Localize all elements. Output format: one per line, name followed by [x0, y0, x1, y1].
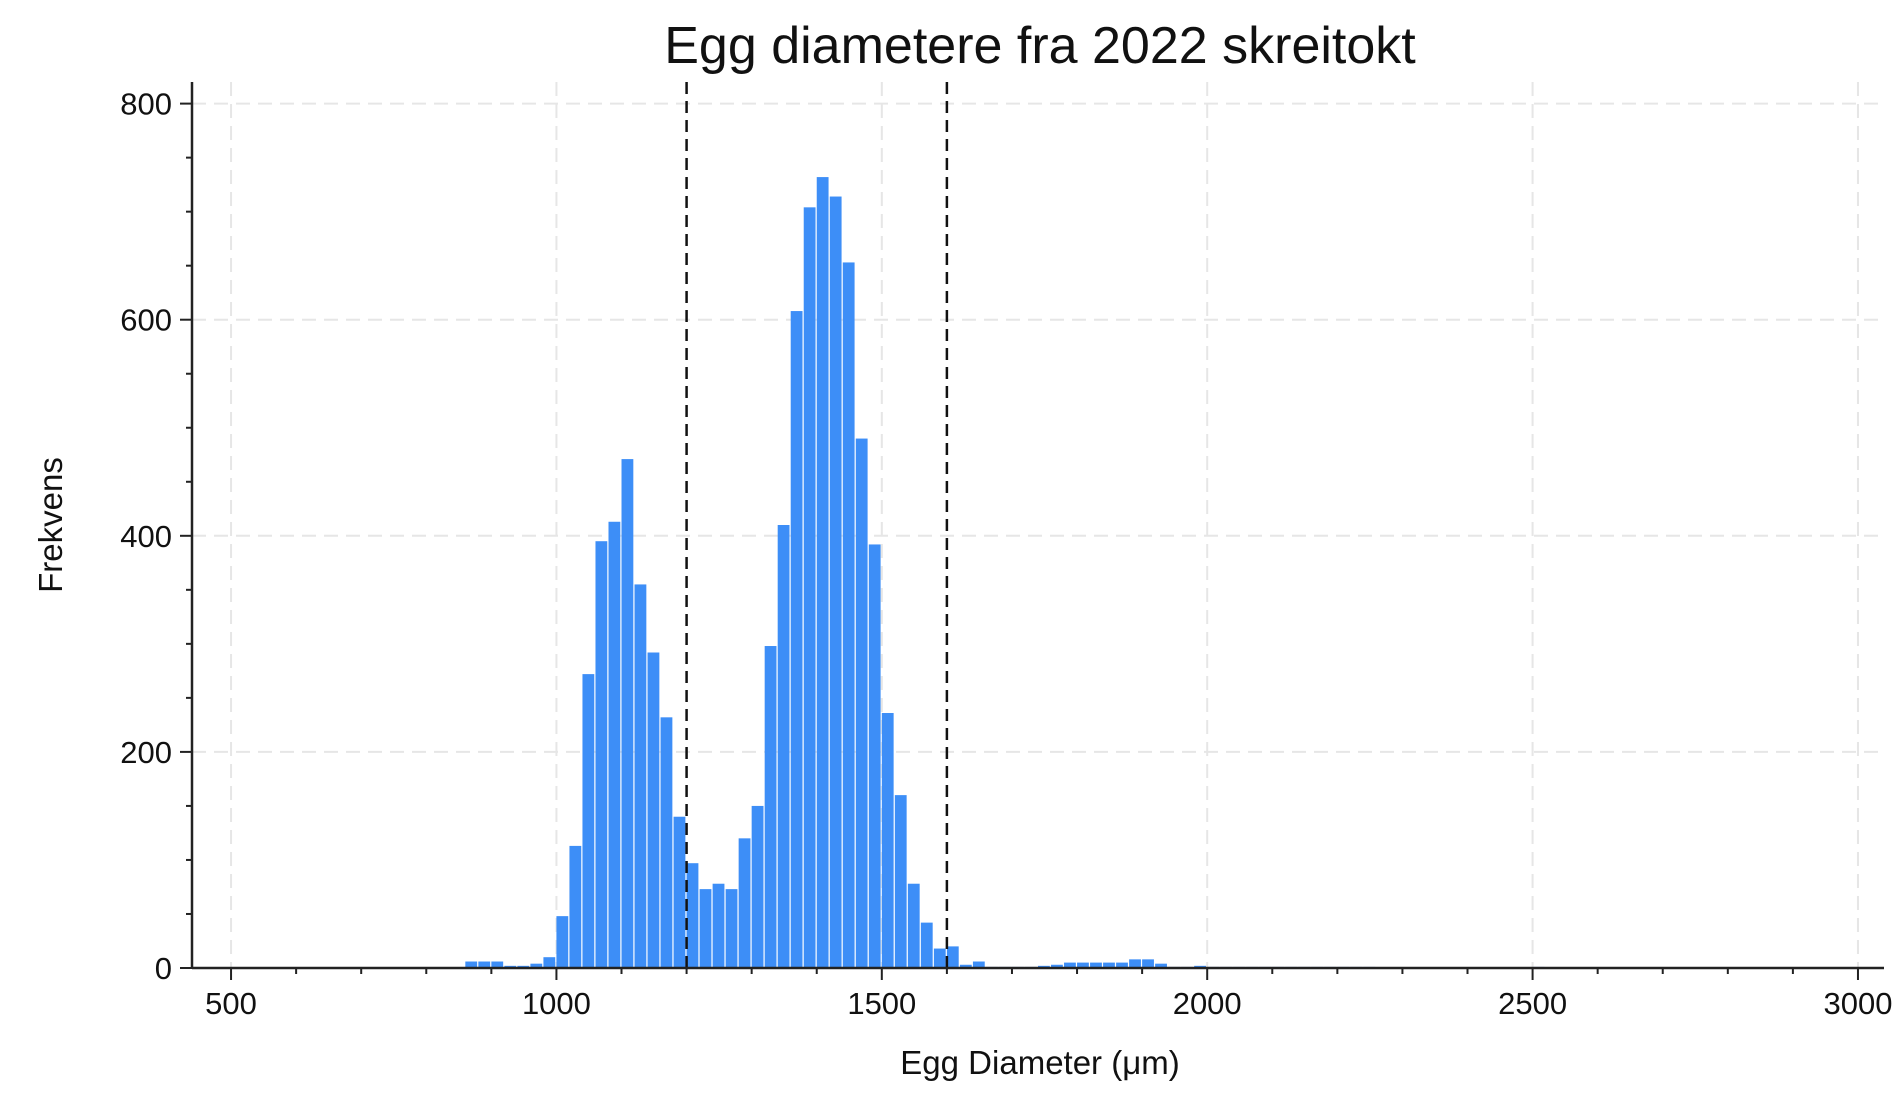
chart-title: Egg diametere fra 2022 skreitokt	[664, 17, 1416, 75]
histogram-bar	[829, 196, 842, 968]
histogram-bar	[738, 838, 751, 968]
histogram-bar	[868, 544, 881, 968]
histogram-bar	[933, 948, 946, 968]
axis-ticks: 500 1000 1500 2000 2500 3000 0 200 400 600 800	[120, 87, 1892, 1021]
histogram-bar	[1103, 962, 1115, 968]
histogram-bar	[699, 889, 712, 968]
x-tick-label: 500	[205, 986, 257, 1021]
histogram-bar	[1142, 959, 1154, 968]
histogram-bar	[673, 816, 686, 968]
histogram-bar	[621, 459, 634, 968]
histogram-bar	[465, 961, 478, 968]
histogram-bar	[790, 311, 803, 968]
histogram-bar	[894, 795, 907, 968]
histogram-bar	[842, 262, 855, 968]
histogram-bar	[816, 177, 829, 968]
histogram-bar	[1051, 964, 1063, 968]
histogram-bar	[569, 845, 582, 968]
histogram-bar	[634, 584, 647, 968]
axes	[190, 82, 1884, 970]
y-tick-label: 400	[120, 519, 172, 554]
histogram-bar	[1129, 959, 1141, 968]
histogram-bar	[660, 717, 673, 968]
y-tick-label: 0	[155, 951, 172, 986]
x-axis-label: Egg Diameter (μm)	[900, 1044, 1179, 1081]
histogram-bar	[647, 652, 660, 968]
histogram-bar	[1077, 962, 1089, 968]
histogram-bar	[478, 961, 491, 968]
histogram-bar	[712, 883, 725, 968]
histogram-bar	[686, 863, 699, 968]
histogram-bar	[725, 889, 738, 968]
y-tick-label: 200	[120, 735, 172, 770]
histogram-bar	[582, 674, 595, 968]
histogram-bar	[959, 964, 972, 968]
histogram-bars	[465, 177, 1545, 969]
histogram-bar	[556, 916, 569, 968]
y-tick-label: 800	[120, 87, 172, 122]
histogram-bar	[946, 946, 959, 968]
x-tick-label: 2500	[1498, 986, 1567, 1021]
x-tick-label: 3000	[1823, 986, 1892, 1021]
histogram-bar	[491, 961, 504, 968]
histogram-bar	[608, 521, 621, 968]
x-tick-label: 1000	[522, 986, 591, 1021]
y-tick-label: 600	[120, 303, 172, 338]
histogram-bar	[1090, 962, 1102, 968]
histogram-bar	[751, 805, 764, 968]
histogram-bar	[530, 963, 543, 968]
x-tick-label: 2000	[1173, 986, 1242, 1021]
histogram-bar	[1064, 962, 1076, 968]
histogram-bar	[803, 207, 816, 969]
histogram-bar	[1116, 962, 1128, 968]
histogram-bar	[764, 646, 777, 968]
histogram-bar	[855, 438, 868, 968]
histogram-bar	[777, 525, 790, 968]
x-tick-label: 1500	[847, 986, 916, 1021]
histogram-bar	[920, 922, 933, 968]
histogram-bar	[972, 961, 985, 968]
histogram-bar	[1155, 963, 1167, 968]
histogram-bar	[881, 713, 894, 968]
gridlines	[192, 82, 1884, 968]
histogram-bar	[595, 541, 608, 968]
histogram-bar	[543, 957, 556, 968]
histogram-bar	[907, 883, 920, 968]
y-axis-label: Frekvens	[32, 457, 69, 593]
reference-lines	[685, 82, 949, 968]
